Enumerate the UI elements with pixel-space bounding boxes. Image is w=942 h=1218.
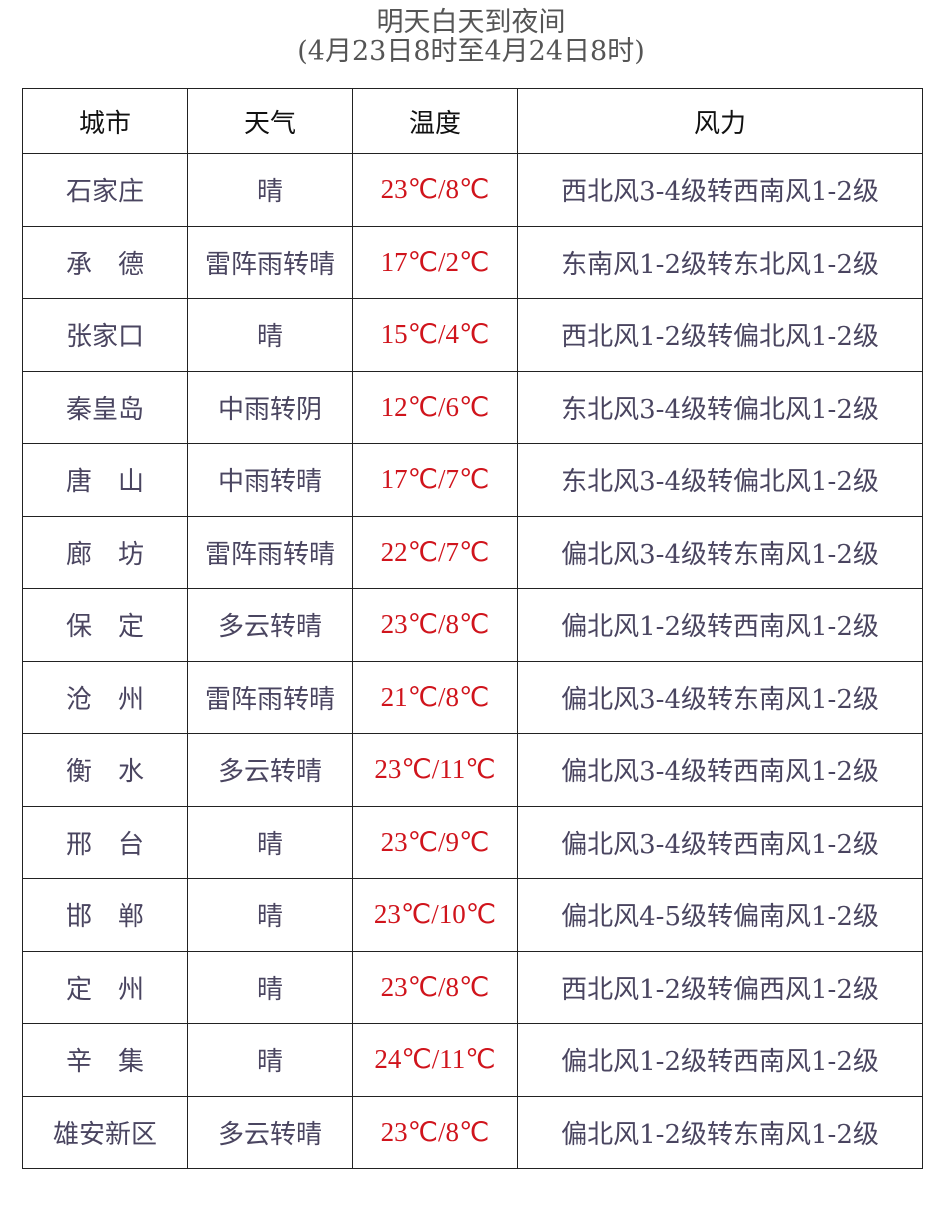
forecast-table: 城市 天气 温度 风力 石家庄晴 23℃/8℃ 西北风3-4级转西南风1-2级承 德… bbox=[22, 88, 923, 1169]
table-row: 张家口晴 15℃/4℃ 西北风1-2级转偏北风1-2级 bbox=[22, 298, 923, 372]
page-title: 明天白天到夜间 bbox=[376, 7, 566, 38]
header-temperature: 温度 bbox=[352, 88, 518, 154]
weather-cell: 晴 bbox=[187, 153, 353, 227]
city-cell: 承 德 bbox=[22, 225, 188, 299]
weather-cell: 中雨转阴 bbox=[187, 370, 353, 444]
table-row: 邢 台晴 23℃/9℃ 偏北风3-4级转西南风1-2级 bbox=[22, 805, 923, 879]
city-cell: 秦皇岛 bbox=[22, 370, 188, 444]
city-cell: 衡 水 bbox=[22, 733, 188, 807]
city-cell: 唐 山 bbox=[22, 443, 188, 517]
weather-cell: 晴 bbox=[187, 950, 353, 1024]
city-cell: 辛 集 bbox=[22, 1023, 188, 1097]
temperature-cell: 23℃/8℃ bbox=[352, 588, 518, 662]
table-row: 唐 山中雨转晴 17℃/7℃ 东北风3-4级转偏北风1-2级 bbox=[22, 443, 923, 517]
temperature-cell: 23℃/8℃ bbox=[352, 950, 518, 1024]
wind-cell: 偏北风3-4级转西南风1-2级 bbox=[517, 805, 923, 879]
city-cell: 廊 坊 bbox=[22, 515, 188, 589]
city-cell: 石家庄 bbox=[22, 153, 188, 227]
temperature-cell: 15℃/4℃ bbox=[352, 298, 518, 372]
weather-cell: 多云转晴 bbox=[187, 733, 353, 807]
table-row: 定 州晴 23℃/8℃ 西北风1-2级转偏西风1-2级 bbox=[22, 950, 923, 1024]
weather-cell: 多云转晴 bbox=[187, 588, 353, 662]
wind-cell: 偏北风3-4级转东南风1-2级 bbox=[517, 515, 923, 589]
weather-cell: 晴 bbox=[187, 1023, 353, 1097]
table-row: 石家庄晴 23℃/8℃ 西北风3-4级转西南风1-2级 bbox=[22, 153, 923, 227]
table-row: 雄安新区 多云转晴 23℃/8℃ 偏北风1-2级转东南风1-2级 bbox=[22, 1095, 923, 1169]
wind-cell: 西北风1-2级转偏北风1-2级 bbox=[517, 298, 923, 372]
table-row: 衡 水多云转晴 23℃/11℃ 偏北风3-4级转西南风1-2级 bbox=[22, 733, 923, 807]
header-weather: 天气 bbox=[187, 88, 353, 154]
wind-cell: 偏北风1-2级转西南风1-2级 bbox=[517, 1023, 923, 1097]
weather-cell: 晴 bbox=[187, 298, 353, 372]
table-row: 廊 坊雷阵雨转晴 22℃/7℃ 偏北风3-4级转东南风1-2级 bbox=[22, 515, 923, 589]
temperature-cell: 21℃/8℃ bbox=[352, 660, 518, 734]
table-row: 承 德雷阵雨转晴 17℃/2℃ 东南风1-2级转东北风1-2级 bbox=[22, 225, 923, 299]
temperature-cell: 17℃/7℃ bbox=[352, 443, 518, 517]
wind-cell: 东北风3-4级转偏北风1-2级 bbox=[517, 370, 923, 444]
city-cell: 邯 郸 bbox=[22, 878, 188, 952]
wind-cell: 西北风3-4级转西南风1-2级 bbox=[517, 153, 923, 227]
city-cell: 雄安新区 bbox=[22, 1095, 188, 1169]
temperature-cell: 12℃/6℃ bbox=[352, 370, 518, 444]
table-row: 辛 集晴 24℃/11℃ 偏北风1-2级转西南风1-2级 bbox=[22, 1023, 923, 1097]
city-cell: 沧 州 bbox=[22, 660, 188, 734]
temperature-cell: 17℃/2℃ bbox=[352, 225, 518, 299]
temperature-cell: 23℃/11℃ bbox=[352, 733, 518, 807]
table-row: 保 定多云转晴 23℃/8℃ 偏北风1-2级转西南风1-2级 bbox=[22, 588, 923, 662]
table-header-row: 城市 天气 温度 风力 bbox=[22, 88, 923, 154]
wind-cell: 西北风1-2级转偏西风1-2级 bbox=[517, 950, 923, 1024]
city-cell: 邢 台 bbox=[22, 805, 188, 879]
temperature-cell: 23℃/10℃ bbox=[352, 878, 518, 952]
wind-cell: 偏北风1-2级转西南风1-2级 bbox=[517, 588, 923, 662]
weather-cell: 晴 bbox=[187, 878, 353, 952]
weather-cell: 雷阵雨转晴 bbox=[187, 225, 353, 299]
city-cell: 定 州 bbox=[22, 950, 188, 1024]
header-city: 城市 bbox=[22, 88, 188, 154]
wind-cell: 偏北风4-5级转偏南风1-2级 bbox=[517, 878, 923, 952]
weather-cell: 晴 bbox=[187, 805, 353, 879]
table-row: 邯 郸晴 23℃/10℃ 偏北风4-5级转偏南风1-2级 bbox=[22, 878, 923, 952]
city-cell: 张家口 bbox=[22, 298, 188, 372]
city-cell: 保 定 bbox=[22, 588, 188, 662]
weather-cell: 中雨转晴 bbox=[187, 443, 353, 517]
temperature-cell: 23℃/8℃ bbox=[352, 1095, 518, 1169]
weather-cell: 多云转晴 bbox=[187, 1095, 353, 1169]
wind-cell: 东南风1-2级转东北风1-2级 bbox=[517, 225, 923, 299]
temperature-cell: 23℃/9℃ bbox=[352, 805, 518, 879]
temperature-cell: 24℃/11℃ bbox=[352, 1023, 518, 1097]
wind-cell: 偏北风1-2级转东南风1-2级 bbox=[517, 1095, 923, 1169]
table-row: 秦皇岛 中雨转阴 12℃/6℃ 东北风3-4级转偏北风1-2级 bbox=[22, 370, 923, 444]
header-wind: 风力 bbox=[517, 88, 923, 154]
table-row: 沧 州雷阵雨转晴 21℃/8℃ 偏北风3-4级转东南风1-2级 bbox=[22, 660, 923, 734]
weather-cell: 雷阵雨转晴 bbox=[187, 660, 353, 734]
temperature-cell: 22℃/7℃ bbox=[352, 515, 518, 589]
wind-cell: 偏北风3-4级转东南风1-2级 bbox=[517, 660, 923, 734]
weather-cell: 雷阵雨转晴 bbox=[187, 515, 353, 589]
temperature-cell: 23℃/8℃ bbox=[352, 153, 518, 227]
wind-cell: 东北风3-4级转偏北风1-2级 bbox=[517, 443, 923, 517]
wind-cell: 偏北风3-4级转西南风1-2级 bbox=[517, 733, 923, 807]
page-subtitle: (4月23日8时至4月24日8时) bbox=[297, 36, 645, 67]
